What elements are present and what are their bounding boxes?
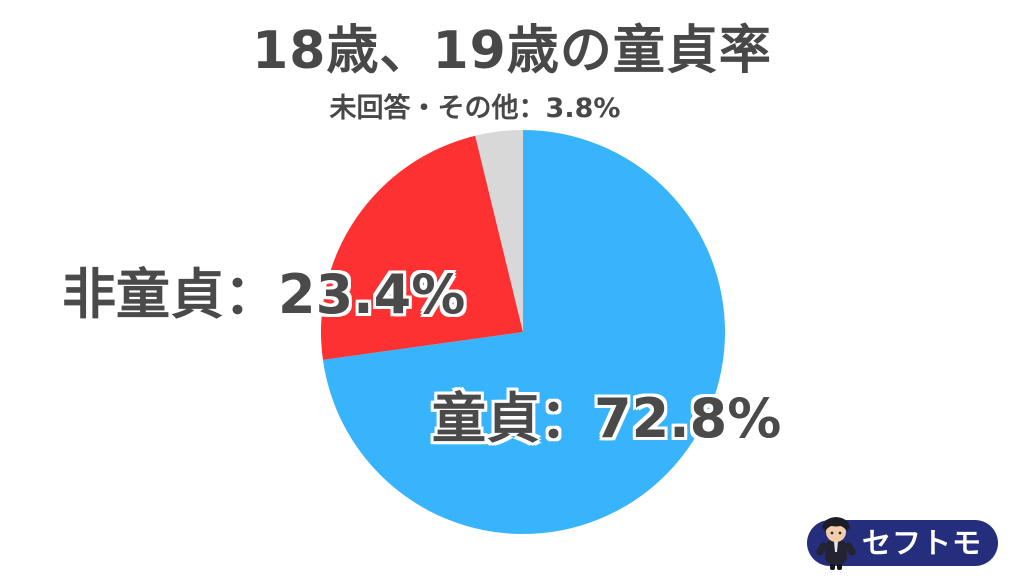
pie-slice-1	[321, 135, 523, 360]
site-logo: セフトモ	[807, 517, 998, 570]
pie-slice-0	[322, 130, 726, 534]
logo-text: セフトモ	[861, 525, 982, 560]
pie-slice-2	[475, 130, 523, 332]
pie-chart-svg	[321, 130, 726, 534]
pie-label-virgin: 童貞：72.8%	[432, 387, 782, 450]
page-title: 18歳、19歳の童貞率	[252, 21, 772, 81]
pie-label-non-virgin: 非童貞：23.4%	[62, 263, 466, 326]
pie-label-other: 未回答・その他：3.8%	[329, 93, 621, 124]
pie-chart	[321, 130, 726, 534]
chibi-character-icon	[816, 517, 856, 570]
